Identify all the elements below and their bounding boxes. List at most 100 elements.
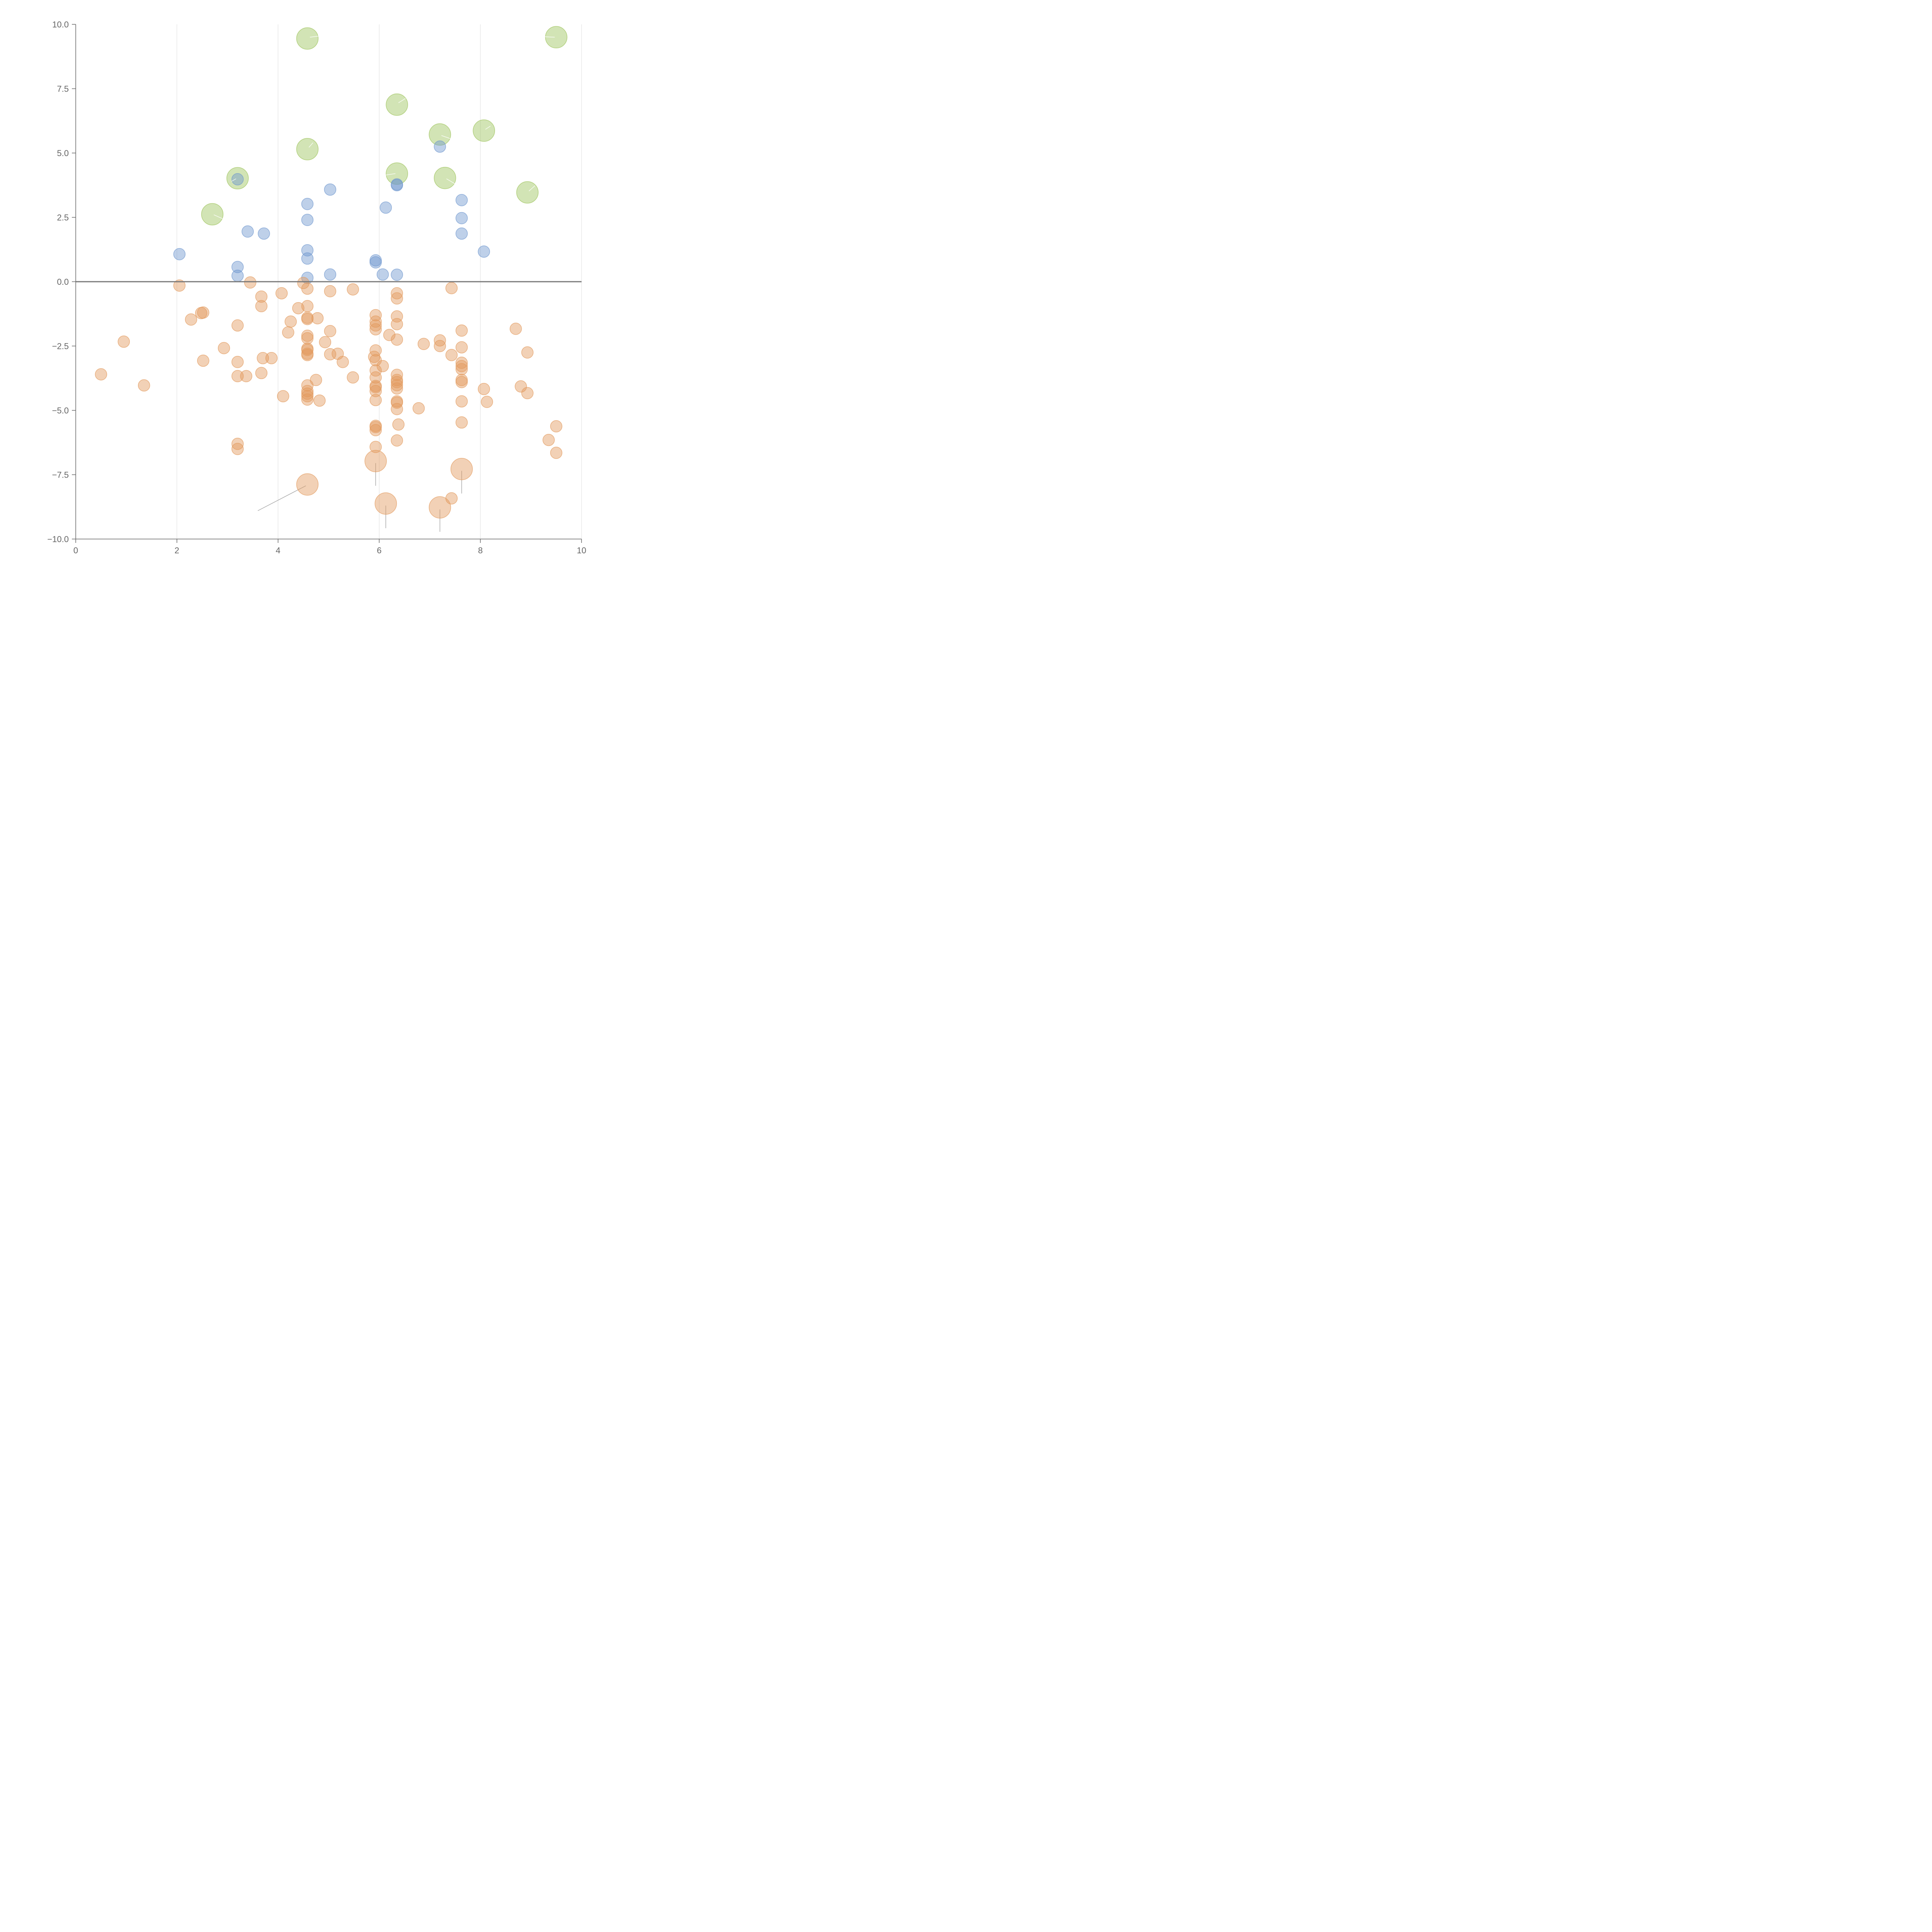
- x-tick-label: 6: [377, 546, 381, 555]
- y-tick-label: −2.5: [52, 342, 69, 351]
- y-tick-label: −10.0: [47, 534, 69, 544]
- large_positive-point: [226, 167, 249, 190]
- negative-point: [301, 300, 314, 313]
- large_positive-point: [473, 119, 495, 142]
- small_positive-point: [478, 245, 490, 258]
- leader-line-inner: [446, 178, 456, 184]
- small_positive-point: [456, 227, 468, 240]
- small_positive-point: [231, 261, 244, 273]
- small_positive-point: [456, 212, 468, 224]
- negative-point: [231, 443, 244, 455]
- negative-point: [369, 319, 382, 332]
- negative-point: [369, 421, 382, 434]
- negative-point: [324, 348, 337, 361]
- y-tick-label: −5.0: [52, 406, 69, 415]
- negative-point: [284, 315, 297, 328]
- negative-point: [301, 282, 314, 295]
- negative-point: [391, 333, 403, 346]
- negative-point: [445, 349, 458, 361]
- x-tick-label: 2: [175, 546, 179, 555]
- negative-point: [369, 309, 382, 321]
- negative-point: [456, 363, 468, 376]
- negative-point: [197, 306, 209, 319]
- negative-point: [391, 403, 403, 415]
- negative-point: [429, 496, 451, 519]
- negative-point: [369, 371, 382, 384]
- negative-point: [456, 395, 468, 408]
- large_positive-point: [545, 26, 568, 49]
- negative-point: [456, 360, 468, 372]
- negative-point: [218, 342, 230, 354]
- negative-point: [231, 319, 244, 332]
- leader-line-inner: [231, 178, 236, 182]
- small_positive-point: [369, 256, 382, 269]
- negative-point: [481, 396, 493, 408]
- large_positive-point: [434, 167, 456, 189]
- negative-point: [324, 285, 337, 298]
- negative-point: [95, 368, 107, 381]
- negative-point: [391, 318, 403, 330]
- negative-point: [319, 336, 332, 349]
- negative-point: [391, 292, 403, 305]
- y-tick-label: 2.5: [57, 213, 69, 223]
- leader-line-inner: [383, 173, 396, 176]
- small_positive-point: [379, 201, 392, 214]
- negative-point: [383, 329, 396, 341]
- negative-point: [369, 323, 382, 335]
- small_positive-point: [242, 225, 254, 238]
- negative-point: [255, 300, 268, 313]
- negative-point: [301, 313, 314, 325]
- negative-point: [451, 458, 473, 480]
- negative-point: [282, 326, 294, 338]
- negative-point: [369, 364, 382, 377]
- negative-point: [257, 352, 269, 364]
- negative-point: [231, 356, 244, 368]
- y-tick-label: 5.0: [57, 148, 69, 158]
- negative-point: [391, 369, 403, 381]
- negative-point: [347, 283, 359, 296]
- leader-line-inner: [485, 126, 491, 130]
- bubble-chart: 10.0 7.5 5.0 2.5 0.0 −2.5 −5.0 −7.5 −10.0 0 2 4 6 8 10: [47, 20, 586, 555]
- negative-point: [369, 394, 382, 406]
- negative-point: [296, 473, 319, 496]
- negative-point: [117, 335, 130, 348]
- negative-point: [369, 440, 382, 453]
- large_positive-point: [201, 203, 224, 226]
- large_positive-point: [296, 27, 319, 50]
- negative-point: [369, 381, 382, 393]
- negative-point: [197, 354, 209, 367]
- negative-point: [276, 287, 288, 299]
- small_positive-point: [301, 252, 314, 265]
- negative-point: [391, 379, 403, 391]
- negative-point: [337, 356, 349, 368]
- negative-point: [392, 418, 405, 431]
- y-tick-label: −7.5: [52, 470, 69, 480]
- small_positive-point: [231, 173, 244, 185]
- negative-point: [301, 393, 314, 406]
- negative-point: [456, 341, 468, 354]
- large_positive-point: [386, 94, 408, 116]
- leader-line-inner: [214, 214, 223, 219]
- negative-point: [301, 330, 314, 342]
- x-tick-label: 0: [73, 546, 78, 555]
- large_positive-point: [296, 138, 319, 160]
- negative-point: [434, 340, 446, 352]
- large_positive-point: [516, 181, 539, 204]
- small_positive-point: [301, 272, 314, 284]
- negative-point: [515, 380, 527, 393]
- negative-point: [301, 385, 314, 397]
- data-points: [95, 26, 568, 519]
- leader-line-inner: [441, 135, 451, 139]
- negative-point: [550, 420, 563, 433]
- negative-point: [521, 387, 534, 400]
- negative-point: [391, 287, 403, 299]
- small_positive-point: [434, 140, 446, 153]
- x-tick-label: 8: [478, 546, 483, 555]
- small_positive-point: [324, 268, 337, 281]
- negative-point: [244, 276, 257, 289]
- negative-point: [138, 379, 150, 392]
- negative-point: [301, 390, 314, 403]
- negative-point: [311, 312, 324, 325]
- negative-point: [173, 279, 186, 292]
- small_positive-point: [324, 183, 337, 196]
